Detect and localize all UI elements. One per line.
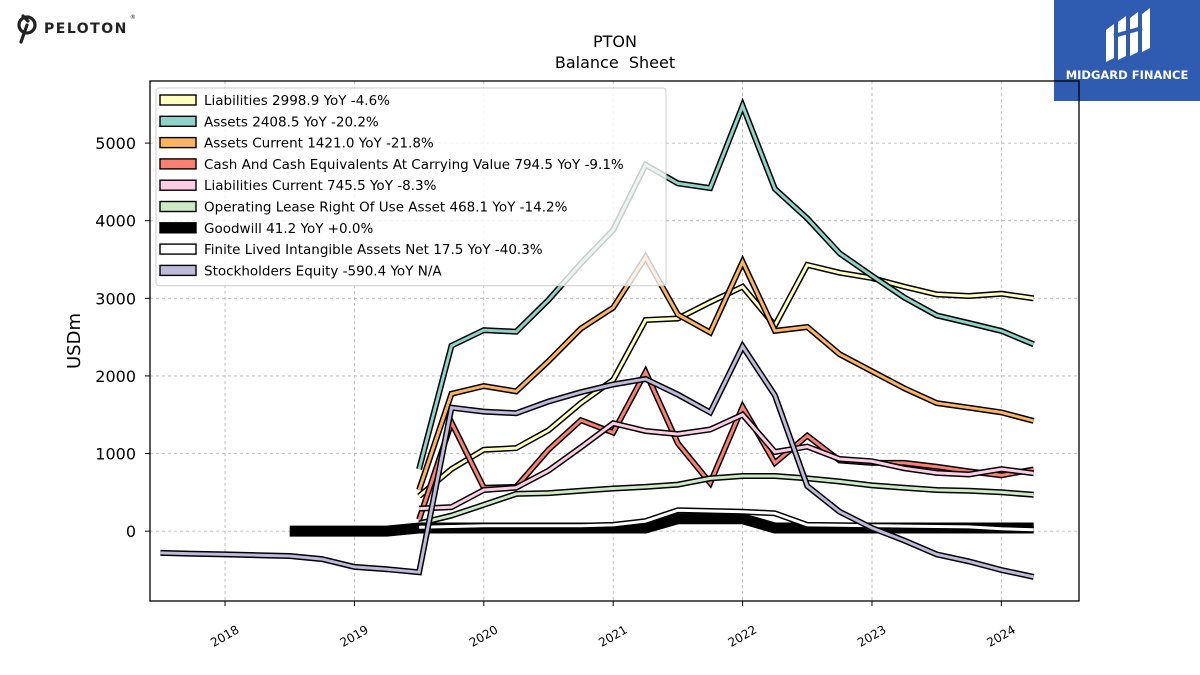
y-tick-label: 2000 [95, 367, 136, 386]
peloton-wordmark: PELOTON [44, 21, 128, 37]
y-tick-label: 4000 [95, 212, 136, 231]
legend-item: Cash And Cash Equivalents At Carrying Va… [159, 157, 624, 173]
series-operating-lease-right-of-use-asset [418, 473, 1034, 527]
legend-item: Assets Current 1421.0 YoY -21.8% [159, 136, 434, 152]
midgard-finance-logo: MIDGARD FINANCE [1054, 0, 1200, 101]
series-line [417, 254, 1035, 491]
legend-item: Stockholders Equity -590.4 YoY N/A [159, 263, 442, 279]
y-tick-label: 3000 [95, 289, 136, 308]
legend-label: Liabilities 2998.9 YoY -4.6% [204, 93, 390, 109]
y-tick-label: 5000 [95, 134, 136, 153]
series-line [417, 368, 1034, 520]
midgard-mark-icon [1106, 8, 1150, 62]
legend-label: Operating Lease Right Of Use Asset 468.1… [204, 200, 568, 216]
peloton-mark-icon [17, 14, 37, 44]
x-tick-label: 2019 [337, 622, 370, 649]
legend-swatch [159, 94, 197, 106]
plot-frame [149, 80, 1080, 602]
x-tick-label: 2022 [726, 622, 759, 649]
series-line [419, 412, 1034, 511]
series-lines [160, 97, 1035, 580]
legend-label: Assets 2408.5 YoY -20.2% [204, 114, 379, 130]
chart-subtitle: Balance Sheet [555, 53, 675, 72]
x-tick-label: 2020 [467, 622, 500, 649]
legend-swatch [159, 264, 197, 277]
series-line [418, 474, 1034, 525]
legend-item: Liabilities 2998.9 YoY -4.6% [159, 93, 390, 109]
series-assets [416, 97, 1035, 470]
legend-item: Goodwill 41.2 YoY +0.0% [159, 221, 374, 237]
series-assets-current [416, 251, 1035, 491]
series-finite-lived-intangible-assets-net [419, 507, 1034, 533]
legend-item: Assets 2408.5 YoY -20.2% [159, 114, 379, 130]
legend-swatch [159, 136, 197, 149]
y-tick-label: 1000 [95, 445, 136, 464]
legend-label: Cash And Cash Equivalents At Carrying Va… [204, 157, 624, 173]
series-line [160, 343, 1035, 579]
chart-title: PTON [593, 32, 637, 51]
legend: Liabilities 2998.9 YoY -4.6% Assets 2408.… [155, 87, 667, 287]
legend-label: Assets Current 1421.0 YoY -21.8% [204, 136, 434, 152]
legend-swatch [159, 243, 197, 255]
legend-label: Goodwill 41.2 YoY +0.0% [204, 221, 374, 237]
series-line [417, 101, 1035, 470]
x-tick-label: 2024 [984, 622, 1017, 649]
legend-item: Operating Lease Right Of Use Asset 468.1… [159, 200, 568, 216]
x-tick-label: 2018 [208, 622, 241, 649]
legend-swatch [159, 179, 197, 191]
series-cash-and-cash-equivalents-at-carrying-value [416, 365, 1035, 521]
peloton-logo: PELOTON ® [14, 14, 136, 44]
legend-label: Liabilities Current 745.5 YoY -8.3% [204, 178, 437, 194]
legend-swatch [159, 158, 197, 170]
legend-item: Liabilities Current 745.5 YoY -8.3% [159, 178, 437, 194]
series-line [419, 508, 1034, 532]
legend-label: Stockholders Equity -590.4 YoY N/A [204, 263, 442, 279]
legend-item: Finite Lived Intangible Assets Net 17.5 … [159, 242, 543, 258]
y-axis-label: USDm [64, 313, 85, 369]
legend-swatch [159, 200, 197, 213]
legend-box [155, 87, 667, 287]
y-tick-label: 0 [126, 522, 136, 541]
x-tick-label: 2023 [855, 622, 888, 649]
legend-swatch [159, 222, 197, 234]
x-tick-label: 2021 [596, 622, 629, 649]
midgard-finance-name: MIDGARD FINANCE [1065, 68, 1189, 82]
series-liabilities-current [418, 411, 1035, 512]
peloton-trademark: ® [129, 14, 136, 21]
series-stockholders-equity [160, 340, 1035, 580]
legend-label: Finite Lived Intangible Assets Net 17.5 … [204, 242, 543, 258]
legend-swatch [159, 115, 197, 128]
